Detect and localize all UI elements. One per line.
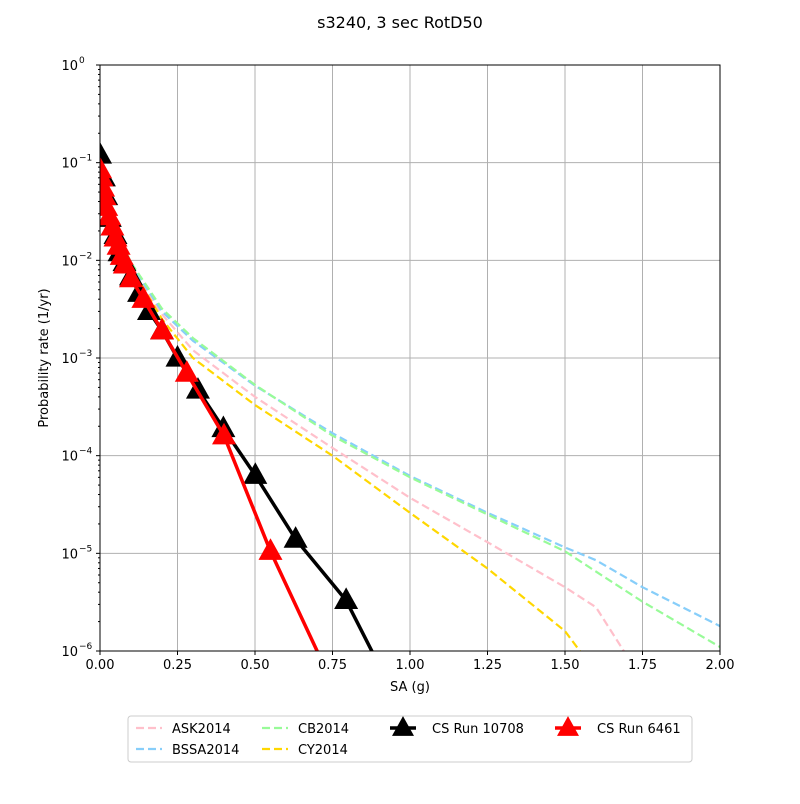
x-tick-label: 1.50 xyxy=(551,658,580,673)
legend-label: CS Run 10708 xyxy=(432,722,524,737)
x-tick-label: 2.00 xyxy=(706,658,735,673)
x-tick-label: 0.50 xyxy=(241,658,270,673)
data-point-marker xyxy=(100,203,122,226)
y-tick-label: 10 xyxy=(61,450,78,465)
data-point-marker xyxy=(100,141,113,164)
data-point-marker xyxy=(283,526,308,548)
chart-title: s3240, 3 sec RotD50 xyxy=(317,13,483,32)
y-tick-exponent: −1 xyxy=(79,154,92,164)
legend-marker-icon xyxy=(557,716,579,736)
series-line-bssa2014 xyxy=(102,184,720,628)
data-point-marker xyxy=(119,265,143,288)
y-axis-label: Probability rate (1/yr) xyxy=(37,288,52,427)
series-lines xyxy=(100,141,720,693)
data-point-marker xyxy=(258,538,283,560)
legend-label: BSSA2014 xyxy=(172,743,239,758)
data-point-marker xyxy=(174,360,199,382)
data-point-marker xyxy=(334,587,359,609)
legend-marker-icon xyxy=(392,716,414,736)
series-line-cs-run-6461 xyxy=(100,169,320,651)
data-point-marker xyxy=(131,286,156,308)
y-tick-exponent: −3 xyxy=(79,349,92,359)
data-point-marker xyxy=(150,317,174,340)
legend-label: CB2014 xyxy=(298,722,349,737)
data-point-marker xyxy=(243,462,268,484)
x-tick-label: 0.25 xyxy=(163,658,192,673)
x-tick-label: 0.00 xyxy=(86,658,115,673)
series-line-cb2014 xyxy=(102,184,720,648)
x-tick-label: 1.25 xyxy=(473,658,502,673)
x-tick-label: 1.00 xyxy=(396,658,425,673)
x-tick-label: 1.75 xyxy=(628,658,657,673)
series-line-cy2014 xyxy=(102,184,582,651)
y-tick-exponent: −4 xyxy=(79,447,93,457)
legend: ASK2014 BSSA2014 CB2014 CY2014 CS Run 10708 C… xyxy=(127,715,693,763)
y-tick-label: 10 xyxy=(61,157,78,172)
y-tick-label: 10 xyxy=(61,547,78,562)
data-point-marker xyxy=(321,671,345,693)
grid xyxy=(99,64,721,652)
y-tick-label: 10 xyxy=(61,59,78,74)
legend-label: CS Run 6461 xyxy=(597,722,681,737)
y-tick-exponent: −6 xyxy=(79,642,93,652)
y-tick-label: 10 xyxy=(61,645,78,660)
y-tick-exponent: −2 xyxy=(79,251,92,261)
legend-label: ASK2014 xyxy=(172,722,231,737)
x-axis-label: SA (g) xyxy=(390,680,430,695)
y-tick-label: 10 xyxy=(61,254,78,269)
y-tick-label: 10 xyxy=(61,352,78,367)
data-point-marker xyxy=(212,422,236,445)
x-tick-label: 0.75 xyxy=(318,658,347,673)
y-tick-exponent: 0 xyxy=(79,56,85,66)
legend-label: CY2014 xyxy=(298,743,348,758)
data-point-marker xyxy=(185,377,210,399)
y-tick-exponent: −5 xyxy=(79,544,92,554)
